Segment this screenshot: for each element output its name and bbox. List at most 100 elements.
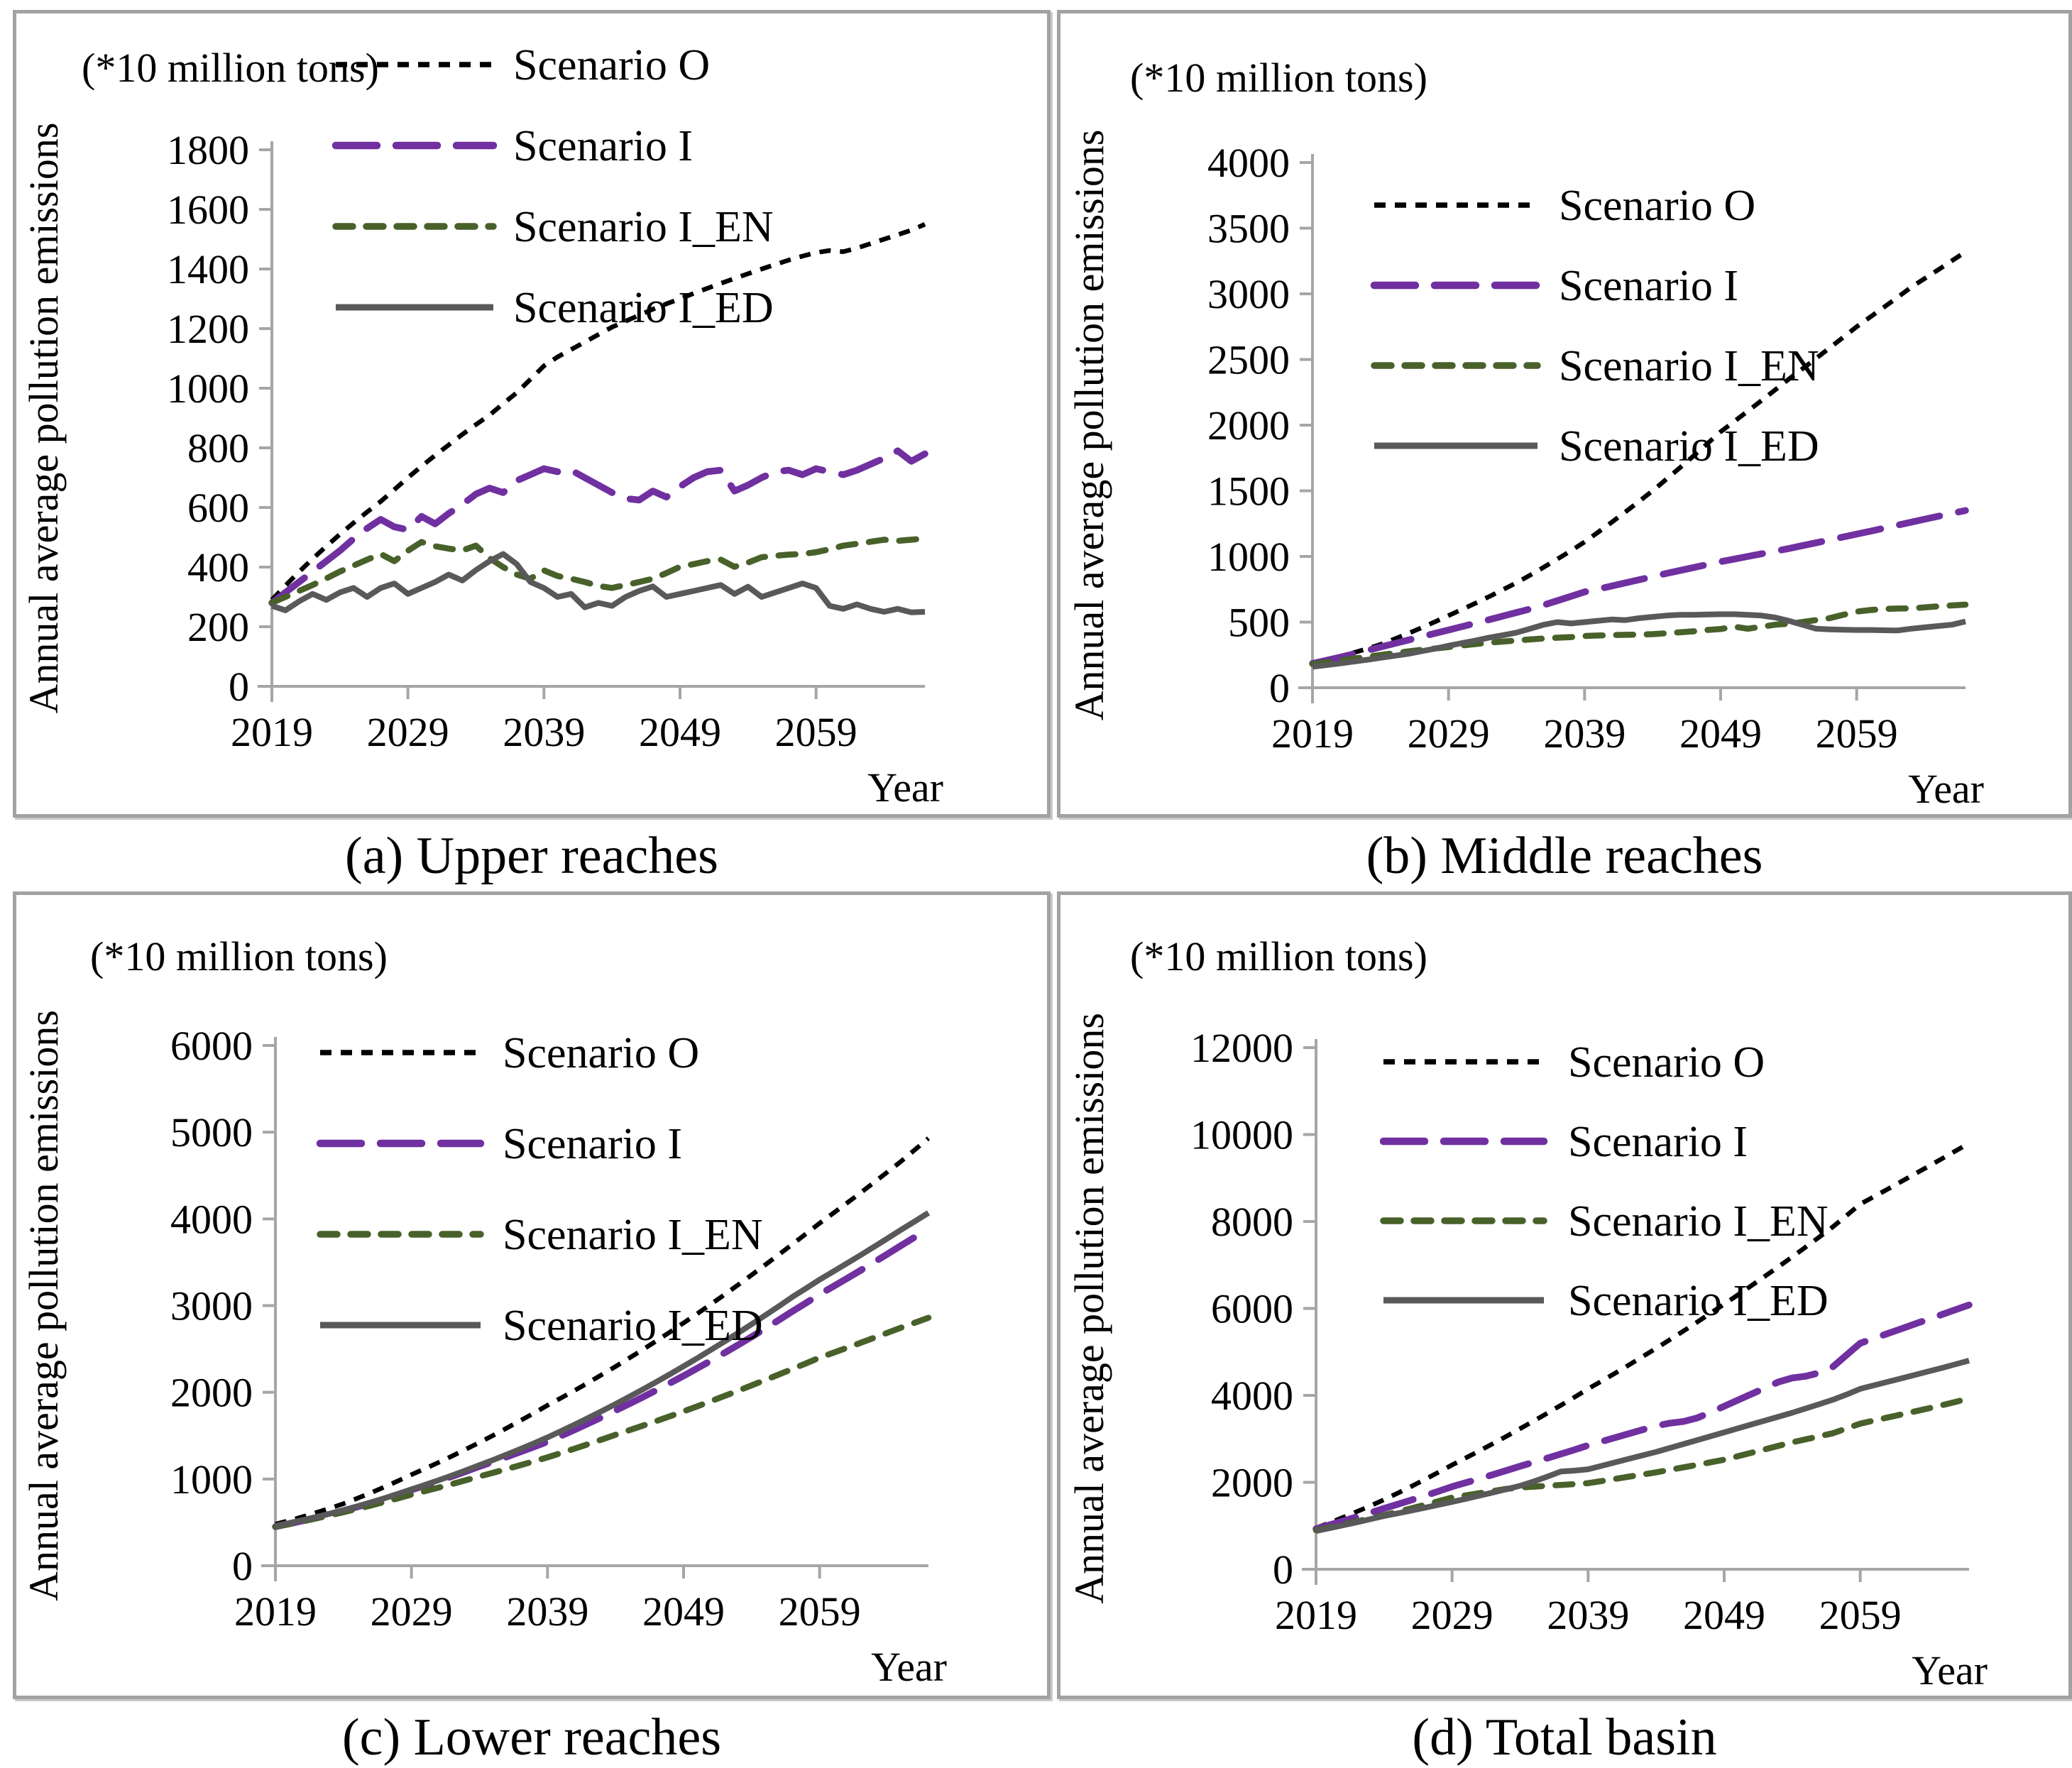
unit-label: (*10 million tons) <box>82 45 379 91</box>
caption-upper-reaches: (a) Upper reaches <box>345 827 718 885</box>
x-tick-label: 2019 <box>1275 1592 1357 1638</box>
legend-item-scenario-i-ed: Scenario I_ED <box>336 284 774 332</box>
panel-cell-lower-reaches: 0 1000 2000 3000 4000 5000 6000 2019 2029 2039 204… <box>13 891 1051 1699</box>
panel-lower-reaches: 0 1000 2000 3000 4000 5000 6000 2019 2029 2039 204… <box>13 891 1051 1699</box>
x-tick-label: 2059 <box>775 709 857 755</box>
y-tick-label: 0 <box>1273 1547 1293 1593</box>
x-tick-label: 2029 <box>371 1588 453 1635</box>
legend-label: Scenario I_ED <box>1559 422 1819 471</box>
y-tick-label: 200 <box>187 604 249 650</box>
legend-label: Scenario I_EN <box>1568 1197 1829 1246</box>
y-tick-label: 600 <box>187 485 249 531</box>
chart-lower-reaches: 0 1000 2000 3000 4000 5000 6000 2019 2029 2039 204… <box>21 933 947 1690</box>
caption-middle-reaches: (b) Middle reaches <box>1366 827 1763 885</box>
y-axis-title: Annual average pollution emissions <box>21 1010 67 1601</box>
x-tick-label: 2039 <box>503 709 585 755</box>
legend-item-scenario-i: Scenario I <box>331 122 693 170</box>
series-scenario-i-ed <box>1312 611 1966 670</box>
legend-item-scenario-i: Scenario I <box>1370 262 1738 310</box>
axes <box>261 1037 928 1581</box>
y-tick-label: 1000 <box>1207 534 1290 580</box>
y-tick-label: 2000 <box>170 1370 253 1416</box>
legend-item-scenario-o: Scenario O <box>1383 1038 1765 1087</box>
series-group <box>272 1136 932 1530</box>
y-tick-label: 400 <box>187 544 249 591</box>
unit-label: (*10 million tons) <box>1130 933 1427 979</box>
x-axis-title: Year <box>1912 1647 1988 1693</box>
tick-labels: 0 1000 2000 3000 4000 5000 6000 2019 2029 2039 204… <box>170 1023 861 1635</box>
legend-item-scenario-i-en: Scenario I_EN <box>1380 1197 1829 1246</box>
y-tick-label: 8000 <box>1211 1199 1293 1245</box>
legend: Scenario O Scenario I Scenario I_EN Scenari… <box>331 41 774 332</box>
tick-labels: 0 500 1000 1500 2000 2500 3000 3500 4000 2019 2029… <box>1207 140 1898 757</box>
unit-label: (*10 million tons) <box>1130 55 1427 101</box>
legend-item-scenario-i: Scenario I <box>1379 1118 1748 1166</box>
y-tick-label: 1000 <box>167 366 249 412</box>
x-tick-label: 2049 <box>639 709 721 755</box>
series-scenario-i <box>1309 507 1969 667</box>
tick-labels: 0 2000 4000 6000 8000 10000 12000 2019 2029 2039 2… <box>1190 1025 1902 1638</box>
series-scenario-i-en <box>1312 1395 1973 1534</box>
y-tick-label: 3500 <box>1207 206 1290 252</box>
legend-label: Scenario I_EN <box>1559 342 1819 390</box>
series-scenario-i <box>268 447 928 607</box>
y-tick-label: 1500 <box>1207 468 1290 515</box>
series-group <box>268 222 928 615</box>
y-tick-label: 4000 <box>170 1196 253 1242</box>
y-tick-label: 1600 <box>167 187 249 233</box>
series-scenario-i <box>272 1225 932 1530</box>
y-tick-label: 0 <box>1269 665 1290 711</box>
chart-middle-reaches: 0 500 1000 1500 2000 2500 3000 3500 4000 2019 2029… <box>1066 55 1984 812</box>
series-scenario-i-ed <box>275 1210 931 1529</box>
series-scenario-i-ed <box>270 551 926 615</box>
chart-upper-reaches: 0 200 400 600 800 1000 1200 1400 1600 1800 2019 202… <box>21 41 943 811</box>
legend-label: Scenario I_EN <box>503 1211 763 1259</box>
x-axis-title: Year <box>871 1644 947 1690</box>
chart-total-basin: 0 2000 4000 6000 8000 10000 12000 2019 2029 2039 2… <box>1066 933 1988 1693</box>
legend-item-scenario-o: Scenario O <box>1374 182 1755 230</box>
legend-item-scenario-i-ed: Scenario I_ED <box>1383 1277 1829 1325</box>
y-tick-label: 3000 <box>1207 271 1290 317</box>
legend-label: Scenario I <box>1559 262 1738 310</box>
x-tick-label: 2049 <box>642 1588 725 1635</box>
series-group <box>1309 250 1969 670</box>
x-tick-label: 2039 <box>506 1588 588 1635</box>
legend-label: Scenario O <box>503 1029 699 1077</box>
y-tick-label: 6000 <box>170 1023 253 1069</box>
series-scenario-i-en <box>272 1314 932 1530</box>
x-tick-label: 2059 <box>779 1588 861 1635</box>
legend: Scenario O Scenario I Scenario I_EN Scenari… <box>1370 182 1819 471</box>
y-tick-label: 2000 <box>1211 1460 1293 1506</box>
panel-cell-middle-reaches: 0 500 1000 1500 2000 2500 3000 3500 4000 2019 2029… <box>1057 10 2072 818</box>
legend-item-scenario-i-en: Scenario I_EN <box>317 1211 763 1259</box>
x-tick-label: 2019 <box>234 1588 317 1635</box>
x-tick-label: 2049 <box>1679 710 1762 757</box>
legend-item-scenario-o: Scenario O <box>336 41 710 89</box>
legend-label: Scenario I <box>513 122 693 170</box>
legend-item-scenario-i-ed: Scenario I_ED <box>1374 422 1819 471</box>
y-tick-label: 5000 <box>170 1109 253 1155</box>
x-tick-label: 2019 <box>231 709 313 755</box>
axes <box>1302 1039 1969 1585</box>
panel-upper-reaches: 0 200 400 600 800 1000 1200 1400 1600 1800 2019 202… <box>13 10 1051 818</box>
series-group <box>1312 1141 1973 1534</box>
legend-item-scenario-i-ed: Scenario I_ED <box>320 1302 763 1350</box>
legend-item-scenario-i-en: Scenario I_EN <box>332 203 774 251</box>
y-tick-label: 1400 <box>167 246 249 292</box>
y-tick-label: 0 <box>229 664 249 710</box>
series-scenario-i-en <box>268 535 928 606</box>
x-tick-label: 2019 <box>1271 710 1354 757</box>
tick-labels: 0 200 400 600 800 1000 1200 1400 1600 1800 2019 202… <box>167 127 857 755</box>
legend-item-scenario-i-en: Scenario I_EN <box>1371 342 1819 390</box>
y-axis-title: Annual average pollution emissions <box>1066 1013 1112 1604</box>
y-tick-label: 4000 <box>1211 1373 1293 1419</box>
y-tick-label: 500 <box>1228 600 1290 646</box>
x-tick-label: 2059 <box>1819 1592 1902 1638</box>
x-axis-title: Year <box>1908 766 1984 812</box>
x-tick-label: 2059 <box>1816 710 1898 757</box>
legend: Scenario O Scenario I Scenario I_EN Scenari… <box>316 1029 763 1350</box>
legend-label: Scenario I_ED <box>1568 1277 1829 1325</box>
legend-label: Scenario I_ED <box>503 1302 763 1350</box>
axes <box>1298 154 1966 703</box>
